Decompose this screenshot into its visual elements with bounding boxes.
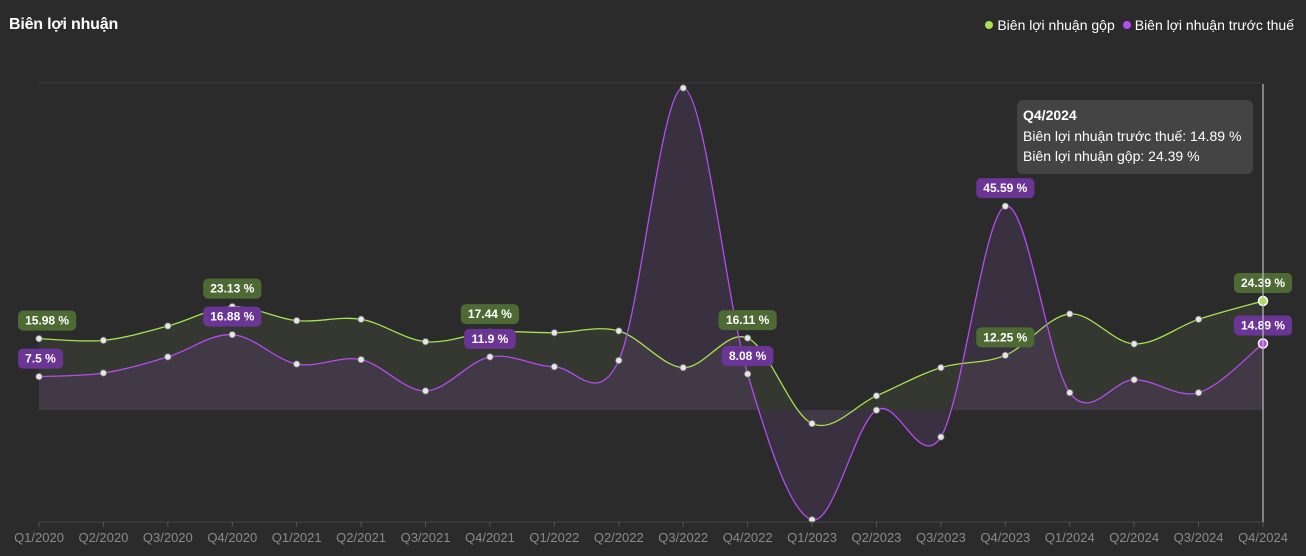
data-label-series-1-7: 11.9 % xyxy=(472,332,509,346)
point-series-0-4[interactable] xyxy=(293,317,301,325)
point-series-1-14[interactable] xyxy=(937,433,945,441)
data-label-series-1-3: 16.88 % xyxy=(210,310,254,324)
point-series-1-11[interactable] xyxy=(744,370,752,378)
point-series-0-18[interactable] xyxy=(1194,315,1203,323)
point-series-0-13[interactable] xyxy=(872,392,881,400)
data-label-series-0-11: 16.11 % xyxy=(726,313,770,327)
x-tick-label-11: Q4/2022 xyxy=(723,530,773,545)
x-tick-label-18: Q3/2024 xyxy=(1174,530,1224,545)
area-layer xyxy=(39,87,1263,521)
point-series-0-8[interactable] xyxy=(550,329,558,337)
x-tick-label-1: Q2/2020 xyxy=(78,530,128,545)
chart-tooltip: Q4/2024 Biên lợi nhuận trước thuế: 14.89… xyxy=(1017,100,1253,174)
point-series-0-1[interactable] xyxy=(99,336,108,344)
x-tick-label-16: Q1/2024 xyxy=(1045,530,1095,545)
point-series-1-6[interactable] xyxy=(421,387,430,395)
x-tick-label-17: Q2/2024 xyxy=(1109,530,1159,545)
legend-label-pretax: Biên lợi nhuận trước thuế xyxy=(1134,17,1294,33)
data-label-bg-series-1-7 xyxy=(464,328,516,349)
x-tick-label-4: Q1/2021 xyxy=(272,530,322,545)
point-series-1-18[interactable] xyxy=(1194,389,1203,397)
x-tick-label-9: Q2/2022 xyxy=(594,530,644,545)
data-label-bg-series-0-0 xyxy=(18,310,77,331)
point-series-1-4[interactable] xyxy=(293,360,301,368)
x-tick-label-10: Q3/2022 xyxy=(658,530,708,545)
point-series-0-10[interactable] xyxy=(679,364,687,372)
point-series-1-3[interactable] xyxy=(228,331,236,339)
data-label-bg-series-1-3 xyxy=(203,306,262,327)
data-label-bg-series-0-11 xyxy=(718,310,777,331)
point-series-1-8[interactable] xyxy=(550,363,558,371)
x-tick-label-0: Q1/2020 xyxy=(14,530,64,545)
data-label-bg-series-0-15 xyxy=(976,327,1035,348)
point-series-0-15[interactable] xyxy=(1001,351,1009,359)
x-tick-label-12: Q1/2023 xyxy=(787,530,837,545)
point-series-0-16[interactable] xyxy=(1066,310,1074,318)
point-series-1-10[interactable] xyxy=(679,84,687,92)
data-label-series-1-0: 7.5 % xyxy=(25,352,56,366)
x-tick-label-8: Q1/2022 xyxy=(529,530,579,545)
data-label-bg-series-1-11 xyxy=(721,345,774,366)
x-tick-label-3: Q4/2020 xyxy=(207,530,257,545)
chart-legend: Biên lợi nhuận gộp Biên lợi nhuận trước … xyxy=(985,17,1294,33)
data-label-series-1-15: 45.59 % xyxy=(983,181,1027,195)
point-series-1-9[interactable] xyxy=(615,356,623,365)
point-series-1-15[interactable] xyxy=(1001,202,1009,210)
data-label-layer: 15.98 %23.13 %17.44 % 16.11 %12.25 %24.39… xyxy=(18,178,1293,369)
x-tick-label-7: Q4/2021 xyxy=(465,530,515,545)
legend-item-pretax[interactable]: Biên lợi nhuận trước thuế xyxy=(1122,17,1294,33)
data-label-bg-series-1-15 xyxy=(976,178,1035,199)
point-series-0-11[interactable] xyxy=(744,334,752,342)
legend-label-gross: Biên lợi nhuận gộp xyxy=(997,17,1115,33)
point-series-1-17[interactable] xyxy=(1130,376,1138,384)
point-series-1-13[interactable] xyxy=(872,406,881,414)
point-series-0-0[interactable] xyxy=(35,335,43,343)
point-series-1-7[interactable] xyxy=(486,353,494,361)
point-series-0-6[interactable] xyxy=(421,338,430,346)
x-tick-label-14: Q3/2023 xyxy=(916,530,966,545)
point-series-0-12[interactable] xyxy=(808,419,816,428)
point-series-1-16[interactable] xyxy=(1066,389,1074,397)
data-label-series-0-0: 15.98 % xyxy=(25,314,69,328)
legend-item-gross[interactable]: Biên lợi nhuận gộp xyxy=(985,17,1115,33)
point-series-1-0[interactable] xyxy=(35,372,43,381)
legend-dot-pretax xyxy=(1122,21,1131,29)
x-tick-label-6: Q3/2021 xyxy=(401,530,451,545)
x-tick-label-2: Q3/2020 xyxy=(143,530,193,545)
area-series-1 xyxy=(39,87,1263,521)
point-layer xyxy=(35,84,1269,524)
point-series-0-2[interactable] xyxy=(164,322,172,330)
x-tick-label-19: Q4/2024 xyxy=(1238,530,1288,545)
legend-dot-gross xyxy=(985,21,994,29)
data-label-series-0-7: 17.44 % xyxy=(468,307,512,321)
area-series-0 xyxy=(39,301,1263,426)
data-label-series-0-15: 12.25 % xyxy=(983,330,1027,344)
data-label-bg-series-0-7 xyxy=(460,304,520,325)
x-tick-label-5: Q2/2021 xyxy=(336,530,386,545)
x-tick-label-15: Q4/2023 xyxy=(980,530,1030,545)
tooltip-title: Q4/2024 xyxy=(1023,107,1077,123)
tooltip-gross-line: Biên lợi nhuận gộp: 24.39 % xyxy=(1023,148,1200,164)
x-axis: Q1/2020 Q2/2020 Q3/2020 Q4/2020 Q1/2021 Q2/20… xyxy=(14,82,1288,545)
tooltip-pretax-line: Biên lợi nhuận trước thuế: 14.89 % xyxy=(1023,128,1242,144)
point-series-1-1[interactable] xyxy=(99,369,108,377)
point-series-1-2[interactable] xyxy=(164,353,172,361)
chart-title: Biên lợi nhuận xyxy=(9,16,119,33)
data-label-bg-series-1-0 xyxy=(18,348,63,369)
data-label-series-0-3: 23.13 % xyxy=(210,282,254,296)
x-tick-label-13: Q2/2023 xyxy=(852,530,902,545)
point-series-0-17[interactable] xyxy=(1130,340,1138,348)
point-series-0-14[interactable] xyxy=(937,364,945,372)
data-label-series-1-11: 8.08 % xyxy=(729,349,767,363)
point-series-0-5[interactable] xyxy=(357,315,365,323)
data-label-bg-series-0-3 xyxy=(203,278,262,299)
point-series-0-9[interactable] xyxy=(615,327,623,335)
point-series-1-5[interactable] xyxy=(357,355,365,364)
